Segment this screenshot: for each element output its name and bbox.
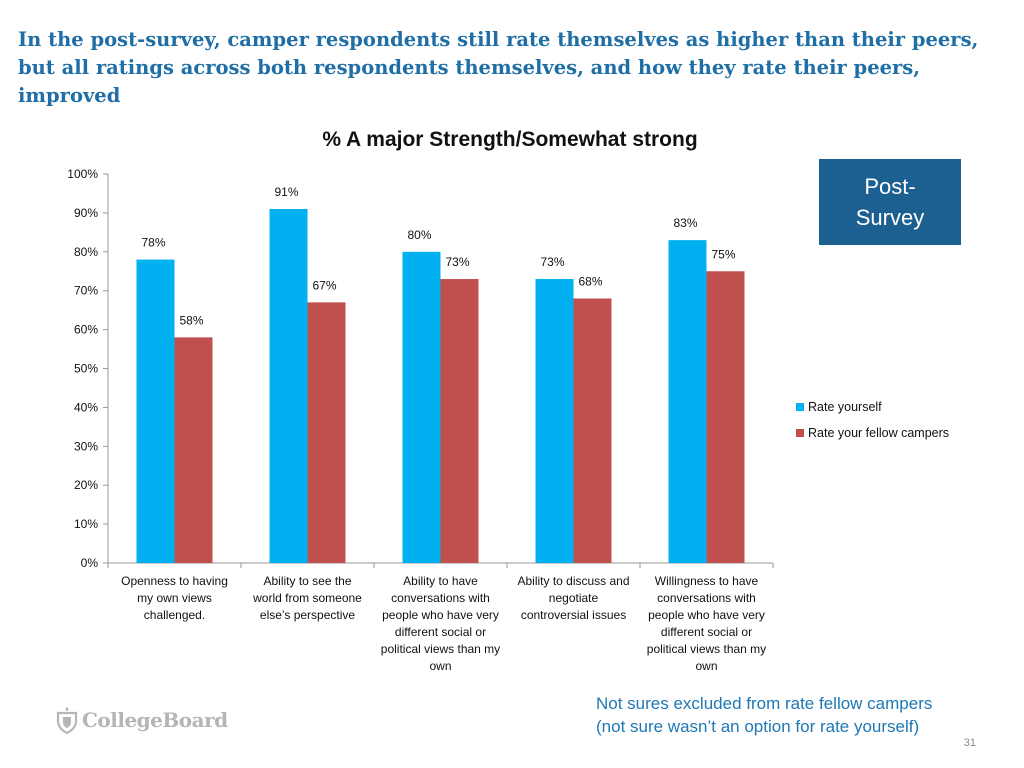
- data-label-rate-fellow-campers: 73%: [445, 255, 469, 269]
- legend-swatch-rate-fellow-campers: [796, 429, 804, 437]
- chart-title: % A major Strength/Somewhat strong: [322, 128, 698, 151]
- footnote-line-2: (not sure wasn’t an option for rate your…: [596, 717, 920, 736]
- bar-rate-fellow-campers: [706, 271, 745, 563]
- x-category-label: Ability to have: [403, 574, 478, 588]
- legend-item-rate-fellow-campers: Rate your fellow campers: [796, 426, 949, 440]
- x-category-label: controversial issues: [521, 608, 626, 622]
- y-tick-label: 60%: [74, 323, 98, 337]
- data-label-rate-fellow-campers: 75%: [711, 247, 735, 261]
- y-tick-label: 80%: [74, 245, 98, 259]
- x-category-label: own: [429, 659, 451, 673]
- legend-item-rate-yourself: Rate yourself: [796, 400, 882, 414]
- y-tick-label: 40%: [74, 400, 98, 414]
- college-board-logo: CollegeBoard: [56, 706, 228, 734]
- data-label-rate-fellow-campers: 68%: [578, 274, 602, 288]
- x-category-label: different social or: [661, 625, 752, 639]
- data-label-rate-yourself: 91%: [274, 185, 298, 199]
- bar-rate-yourself: [535, 279, 574, 563]
- y-tick-label: 30%: [74, 439, 98, 453]
- data-label-rate-fellow-campers: 67%: [312, 278, 336, 292]
- data-label-rate-yourself: 80%: [407, 228, 431, 242]
- bar-rate-fellow-campers: [174, 337, 213, 563]
- x-category-label: political views than my: [381, 642, 500, 656]
- x-category-label: world from someone: [252, 591, 362, 605]
- y-tick-label: 90%: [74, 206, 98, 220]
- bar-rate-yourself: [402, 251, 441, 564]
- footnote-line-1: Not sures excluded from rate fellow camp…: [596, 694, 933, 713]
- bar-rate-yourself: [269, 209, 308, 563]
- footnote: Not sures excluded from rate fellow camp…: [596, 692, 1016, 738]
- data-label-rate-yourself: 78%: [141, 236, 165, 250]
- bar-rate-yourself: [136, 259, 175, 563]
- y-tick-label: 100%: [67, 167, 98, 181]
- page-number: 31: [963, 737, 976, 749]
- legend-label-rate-fellow-campers: Rate your fellow campers: [808, 426, 950, 440]
- bar-rate-yourself: [668, 240, 707, 563]
- badge-line-2: Survey: [855, 205, 925, 230]
- y-tick-label: 20%: [74, 478, 98, 492]
- y-tick-label: 70%: [74, 284, 98, 298]
- post-survey-badge: Post- Survey: [819, 159, 961, 245]
- x-category-label: people who have very: [648, 608, 765, 622]
- x-category-label: own: [695, 659, 717, 673]
- data-label-rate-yourself: 83%: [673, 216, 697, 230]
- x-category-label: political views than my: [647, 642, 766, 656]
- acorn-shield-icon: [56, 707, 78, 734]
- x-category-label: Willingness to have: [655, 574, 759, 588]
- x-category-label: conversations with: [657, 591, 756, 605]
- data-label-rate-yourself: 73%: [540, 255, 564, 269]
- x-category-label: Ability to see the: [263, 574, 351, 588]
- badge-line-1: Post-: [864, 174, 916, 199]
- x-category-label: Ability to discuss and: [517, 574, 629, 588]
- x-category-label: conversations with: [391, 591, 490, 605]
- y-tick-label: 50%: [74, 362, 98, 376]
- x-category-label: my own views: [137, 591, 212, 605]
- x-category-label: people who have very: [382, 608, 499, 622]
- bar-rate-fellow-campers: [307, 302, 346, 563]
- bar-rate-fellow-campers: [573, 298, 612, 563]
- x-category-label: else’s perspective: [260, 608, 355, 622]
- logo-text: CollegeBoard: [82, 708, 228, 732]
- y-tick-label: 10%: [74, 517, 98, 531]
- y-tick-label: 0%: [81, 556, 99, 570]
- page-headline: In the post-survey, camper respondents s…: [18, 28, 979, 107]
- legend-label-rate-yourself: Rate yourself: [808, 400, 882, 414]
- x-category-label: negotiate: [549, 591, 599, 605]
- x-category-label: different social or: [395, 625, 486, 639]
- bar-rate-fellow-campers: [440, 279, 479, 563]
- x-category-label: challenged.: [144, 608, 205, 622]
- legend-swatch-rate-yourself: [796, 403, 804, 411]
- data-label-rate-fellow-campers: 58%: [179, 313, 203, 327]
- x-category-label: Openness to having: [121, 574, 228, 588]
